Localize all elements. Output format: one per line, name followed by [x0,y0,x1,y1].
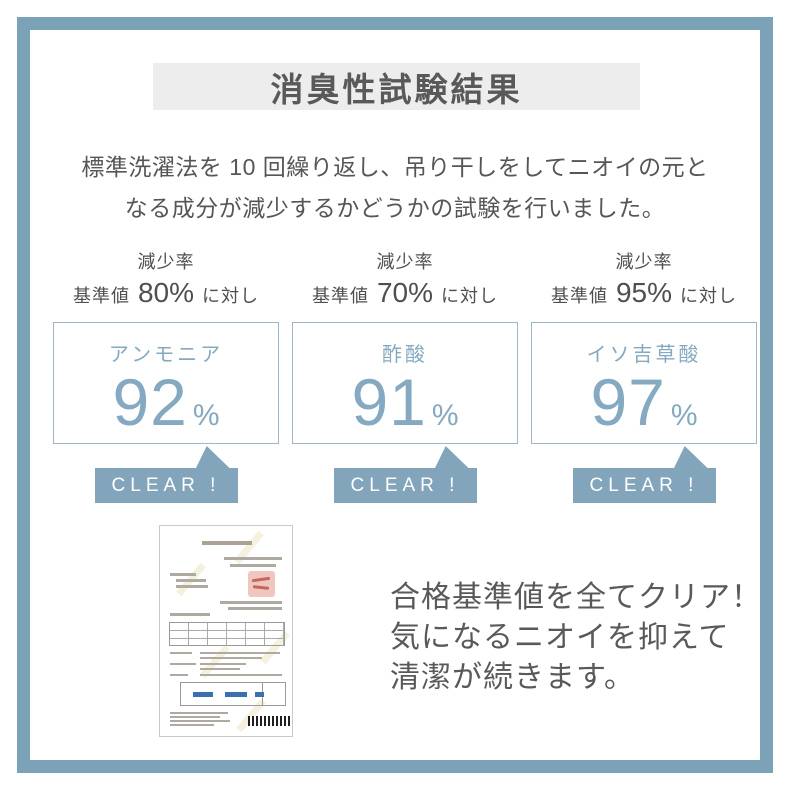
report-text-line [200,663,246,665]
baseline-label: 基準値 95% に対し [550,277,738,308]
clear-badge: CLEAR ! [94,446,238,503]
summary-line-3: 清潔が続きます。 [390,661,635,694]
report-text-line [170,573,196,576]
result-box: 酢酸 91% [292,322,518,444]
certification-logo-icon [193,692,213,697]
report-text-line [228,607,282,610]
report-text-line [200,652,280,654]
summary-line-1: 合格基準値を全てクリア！ [390,581,762,614]
rate-label: 減少率 [137,252,195,272]
result-column-isovaleric-acid: 減少率 基準値 95% に対し イソ吉草酸 97% CLEAR ! [531,252,757,503]
report-text-line [220,601,282,604]
report-text-line [200,674,282,676]
test-report-image [159,525,293,737]
substance-label: 酢酸 [382,344,428,366]
report-logo-box [180,682,286,706]
report-text-line [176,579,206,582]
page-title: 消臭性試験結果 [270,70,523,108]
summary-line-2: 気になるニオイを抑えて [390,621,730,654]
summary-text: 合格基準値を全てクリア！ 気になるニオイを抑えて 清潔が続きます。 [390,578,762,698]
report-title-line [202,541,252,545]
baseline-label: 基準値 80% に対し [72,277,260,308]
intro-line-1: 標準洗濯法を 10 回繰り返し、吊り干しをしてニオイの元と [81,154,709,180]
intro-line-2: なる成分が減少するかどうかの試験を行いました。 [124,195,666,221]
rate-label: 減少率 [376,252,434,272]
report-table [169,622,285,646]
result-box: イソ吉草酸 97% [531,322,757,444]
report-text-line [170,663,196,665]
report-text-line [170,716,220,718]
clear-pointer-triangle [195,446,231,469]
baseline-label: 基準値 70% に対し [311,277,499,308]
result-box: アンモニア 92% [53,322,279,444]
clear-label: CLEAR ! [94,468,238,503]
result-value: 92% [112,365,220,439]
report-text-line [200,668,240,670]
baseline-value: 70% [376,277,434,308]
report-text-line [224,557,282,560]
clear-pointer-triangle [434,446,470,469]
clear-label: CLEAR ! [333,468,477,503]
result-value: 91% [351,365,459,439]
page-border-frame [17,17,773,773]
intro-text: 標準洗濯法を 10 回繰り返し、吊り干しをしてニオイの元と なる成分が減少するか… [0,147,790,229]
certification-logo-icon [225,692,247,697]
report-text-line [200,657,262,659]
certification-logo-icon [255,692,264,697]
clear-label: CLEAR ! [572,468,716,503]
report-barcode [248,716,290,726]
clear-badge: CLEAR ! [572,446,716,503]
report-text-line [170,712,228,714]
report-text-line [170,613,210,616]
substance-label: アンモニア [108,344,224,366]
result-columns: 減少率 基準値 80% に対し アンモニア 92% CLEAR ! 減少率 基準… [53,252,757,503]
report-text-line [170,674,188,676]
report-text-line [170,652,192,654]
report-text-line [170,724,214,726]
baseline-value: 95% [615,277,673,308]
baseline-value: 80% [137,277,195,308]
result-column-ammonia: 減少率 基準値 80% に対し アンモニア 92% CLEAR ! [53,252,279,503]
stamp-mark [252,585,270,590]
rate-label: 減少率 [615,252,673,272]
title-bar: 消臭性試験結果 [153,63,640,110]
report-text-line [176,585,208,588]
substance-label: イソ吉草酸 [586,344,702,366]
result-value: 97% [590,365,698,439]
report-text-line [230,564,276,567]
clear-pointer-triangle [673,446,709,469]
report-text-line [170,720,230,722]
result-column-acetic-acid: 減少率 基準値 70% に対し 酢酸 91% CLEAR ! [292,252,518,503]
stamp-mark [251,576,271,583]
report-stamp-icon [248,571,275,597]
clear-badge: CLEAR ! [333,446,477,503]
